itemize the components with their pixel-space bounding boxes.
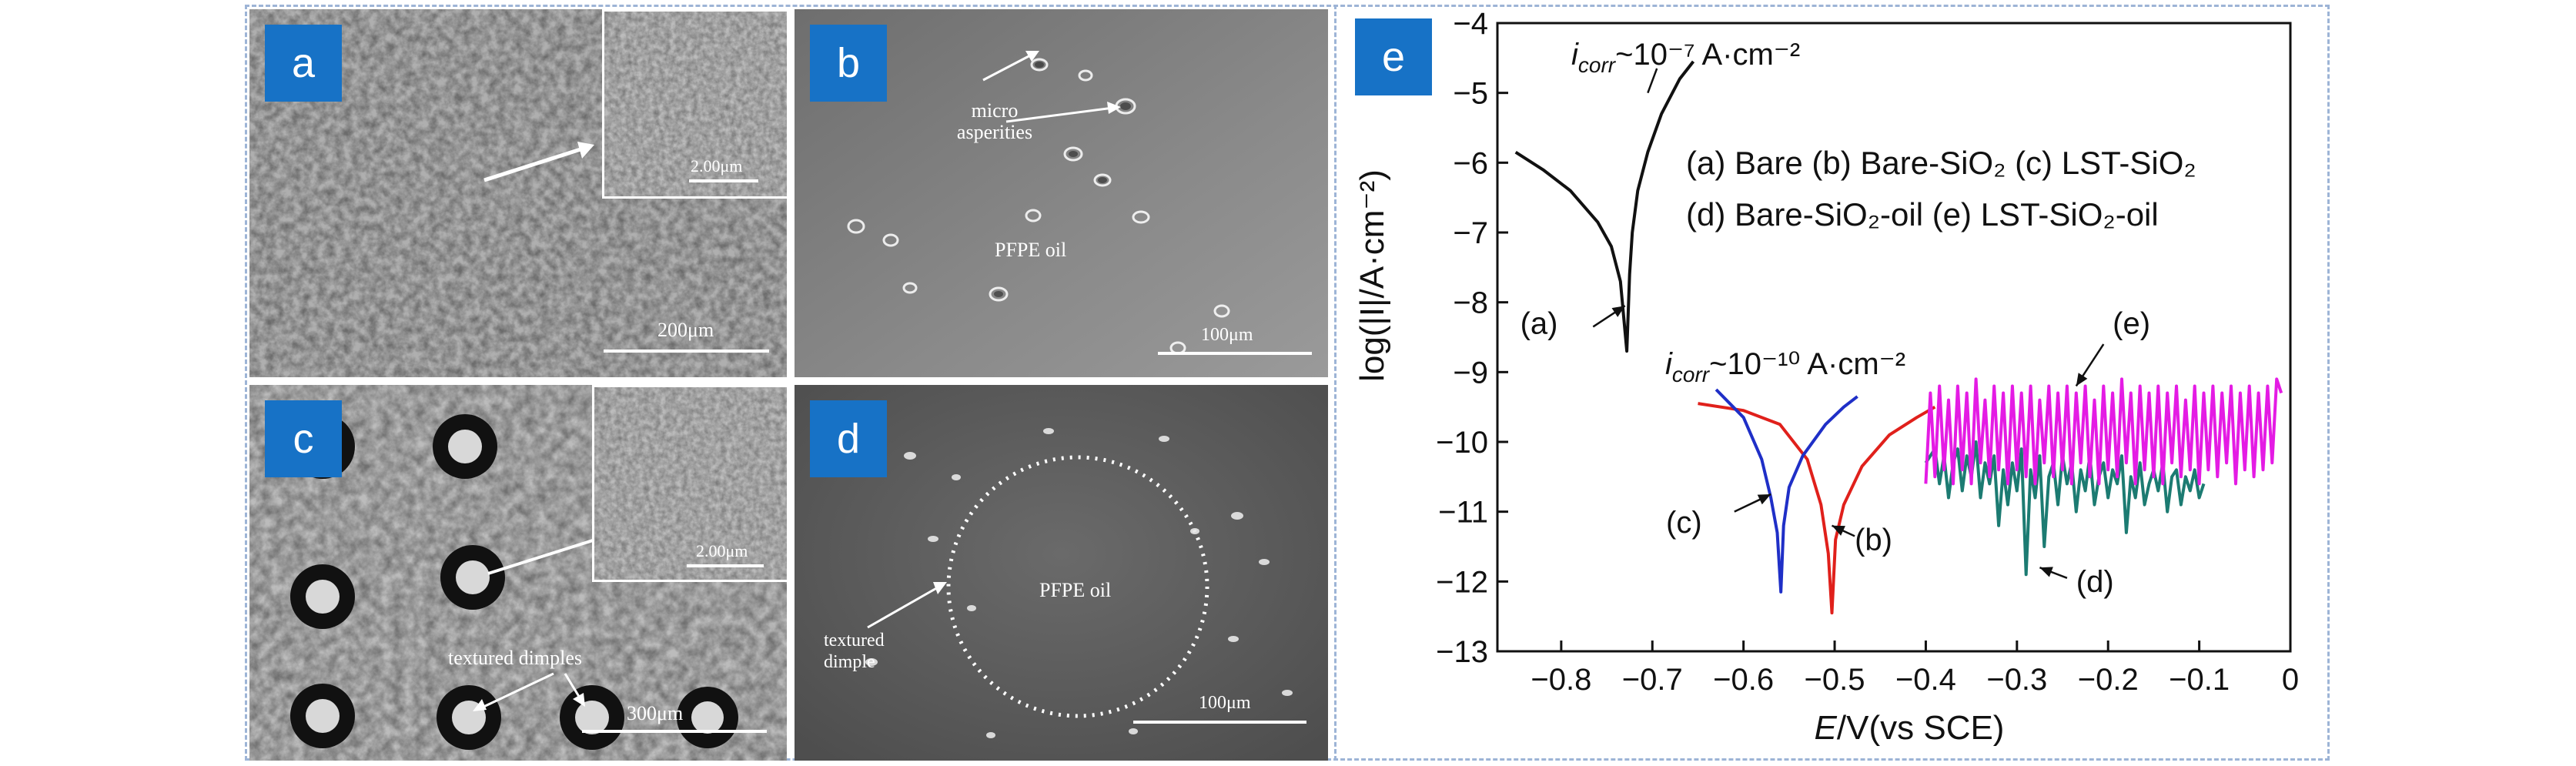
plot-border — [1496, 22, 2292, 653]
legend-line-1: (a) Bare (b) Bare-SiO₂ (c) LST-SiO₂ — [1686, 145, 2196, 181]
panel-b-scale-label: 100μm — [1201, 325, 1253, 345]
x-tick-label: −0.5 — [1805, 663, 1865, 697]
annotations: (a) (b) (c) (d) (e) — [1521, 68, 2150, 599]
series-group — [1514, 60, 2283, 615]
panel-b-center-text: PFPE oil — [995, 239, 1067, 261]
panel-a-scale-label: 200μm — [657, 319, 714, 341]
panel-c-inset-scalebar — [687, 564, 764, 567]
panel-c-inset: 2.00μm — [592, 385, 787, 582]
panel-a-inset-image — [604, 12, 787, 196]
panel-a-inset-scalebar — [689, 179, 758, 182]
curve-label-arrowhead-e — [2076, 373, 2088, 386]
y-tick-label: −12 — [1436, 565, 1488, 599]
plot-area — [1496, 22, 2292, 653]
curve-label-d: (d) — [2076, 565, 2114, 599]
icorr-annotation-top: icorr~10⁻⁷ A·cm⁻² — [1571, 38, 1800, 77]
panel-b-scalebar — [1158, 352, 1312, 355]
panel-a: a 2.00μm 200μm — [249, 9, 787, 377]
series-line-b — [1698, 402, 1936, 615]
figure-divider — [1334, 5, 1337, 761]
panel-c-inset-image — [594, 387, 787, 580]
curve-label-a: (a) — [1521, 306, 1558, 340]
panel-d-center-text: PFPE oil — [1039, 579, 1112, 601]
series-line-c — [1715, 388, 1858, 594]
polarization-chart: −0.8 −0.7 −0.6 −0.5 −0.4 −0.3 −0.2 −0.1 0 −4 −5 −6… — [1353, 7, 2299, 747]
x-tick-label: −0.1 — [2169, 663, 2230, 697]
curve-label-arrowhead-b — [1832, 525, 1845, 536]
y-tick-label: −5 — [1453, 77, 1488, 111]
panel-d-scale-label: 100μm — [1199, 693, 1251, 713]
panel-c-annotation: textured dimples — [448, 647, 583, 669]
series-line-d — [1924, 440, 2206, 577]
panel-c-badge: c — [265, 400, 342, 477]
y-tick-label: −4 — [1453, 7, 1488, 41]
curve-label-arrowhead-a — [1611, 306, 1625, 317]
curve-label-b: (b) — [1855, 523, 1892, 557]
curve-label-e: (e) — [2113, 306, 2150, 340]
panel-a-scalebar — [604, 350, 769, 353]
curve-label-arrowhead-c — [1757, 494, 1771, 505]
series-line-e — [1924, 377, 2283, 486]
panel-d-annotation: textured dimple — [824, 631, 885, 672]
panel-c-scalebar — [582, 730, 767, 733]
x-axis-label: E/V(vs SCE) — [1815, 709, 2005, 747]
panel-a-inset: 2.00μm — [602, 9, 787, 199]
panel-d-badge: d — [810, 400, 887, 477]
y-tick-label: −10 — [1436, 426, 1488, 460]
panel-b-annotation: micro asperities — [956, 99, 1033, 143]
legend-line-2: (d) Bare-SiO₂-oil (e) LST-SiO₂-oil — [1686, 196, 2159, 232]
x-tick-label: −0.8 — [1531, 663, 1591, 697]
curve-label-c: (c) — [1666, 506, 1702, 540]
icorr-annotation-mid: icorr~10⁻¹⁰ A·cm⁻² — [1665, 347, 1905, 386]
x-tick-label: −0.7 — [1622, 663, 1683, 697]
x-ticks: −0.8 −0.7 −0.6 −0.5 −0.4 −0.3 −0.2 −0.1 0 — [1531, 641, 2299, 697]
y-ticks: −4 −5 −6 −7 −8 −9 −10 −11 −12 −13 — [1436, 7, 1508, 669]
panel-e-badge: e — [1355, 18, 1432, 95]
series-line-a — [1514, 60, 1695, 353]
panel-c-scale-label: 300μm — [627, 702, 684, 724]
y-tick-label: −7 — [1453, 216, 1488, 250]
x-tick-label: −0.6 — [1713, 663, 1774, 697]
panel-c: c 2.00μm textured dimples 300μm — [249, 385, 787, 761]
curve-label-arrowhead-d — [2039, 567, 2053, 577]
x-tick-label: 0 — [2282, 663, 2299, 697]
panel-b: b micro asperities PFPE oil 100μm — [795, 9, 1328, 377]
y-tick-label: −6 — [1453, 146, 1488, 180]
panel-a-badge: a — [265, 25, 342, 102]
y-tick-label: −8 — [1453, 286, 1488, 320]
y-tick-label: −13 — [1436, 635, 1488, 669]
x-tick-label: −0.3 — [1986, 663, 2047, 697]
x-tick-label: −0.2 — [2078, 663, 2139, 697]
y-tick-label: −9 — [1453, 356, 1488, 390]
panel-a-inset-scale-label: 2.00μm — [691, 156, 743, 176]
panel-d: d textured dimple PFPE oil 100μm — [795, 385, 1328, 761]
icorr-top-arrow — [1647, 68, 1658, 94]
y-axis-label: log(|I|/A·cm⁻²) — [1353, 169, 1391, 382]
panel-a-arrow — [483, 142, 594, 182]
panel-d-scalebar — [1133, 721, 1306, 724]
panel-b-badge: b — [810, 25, 887, 102]
x-tick-label: −0.4 — [1895, 663, 1956, 697]
panel-c-inset-scale-label: 2.00μm — [696, 541, 748, 560]
y-tick-label: −11 — [1438, 496, 1488, 530]
